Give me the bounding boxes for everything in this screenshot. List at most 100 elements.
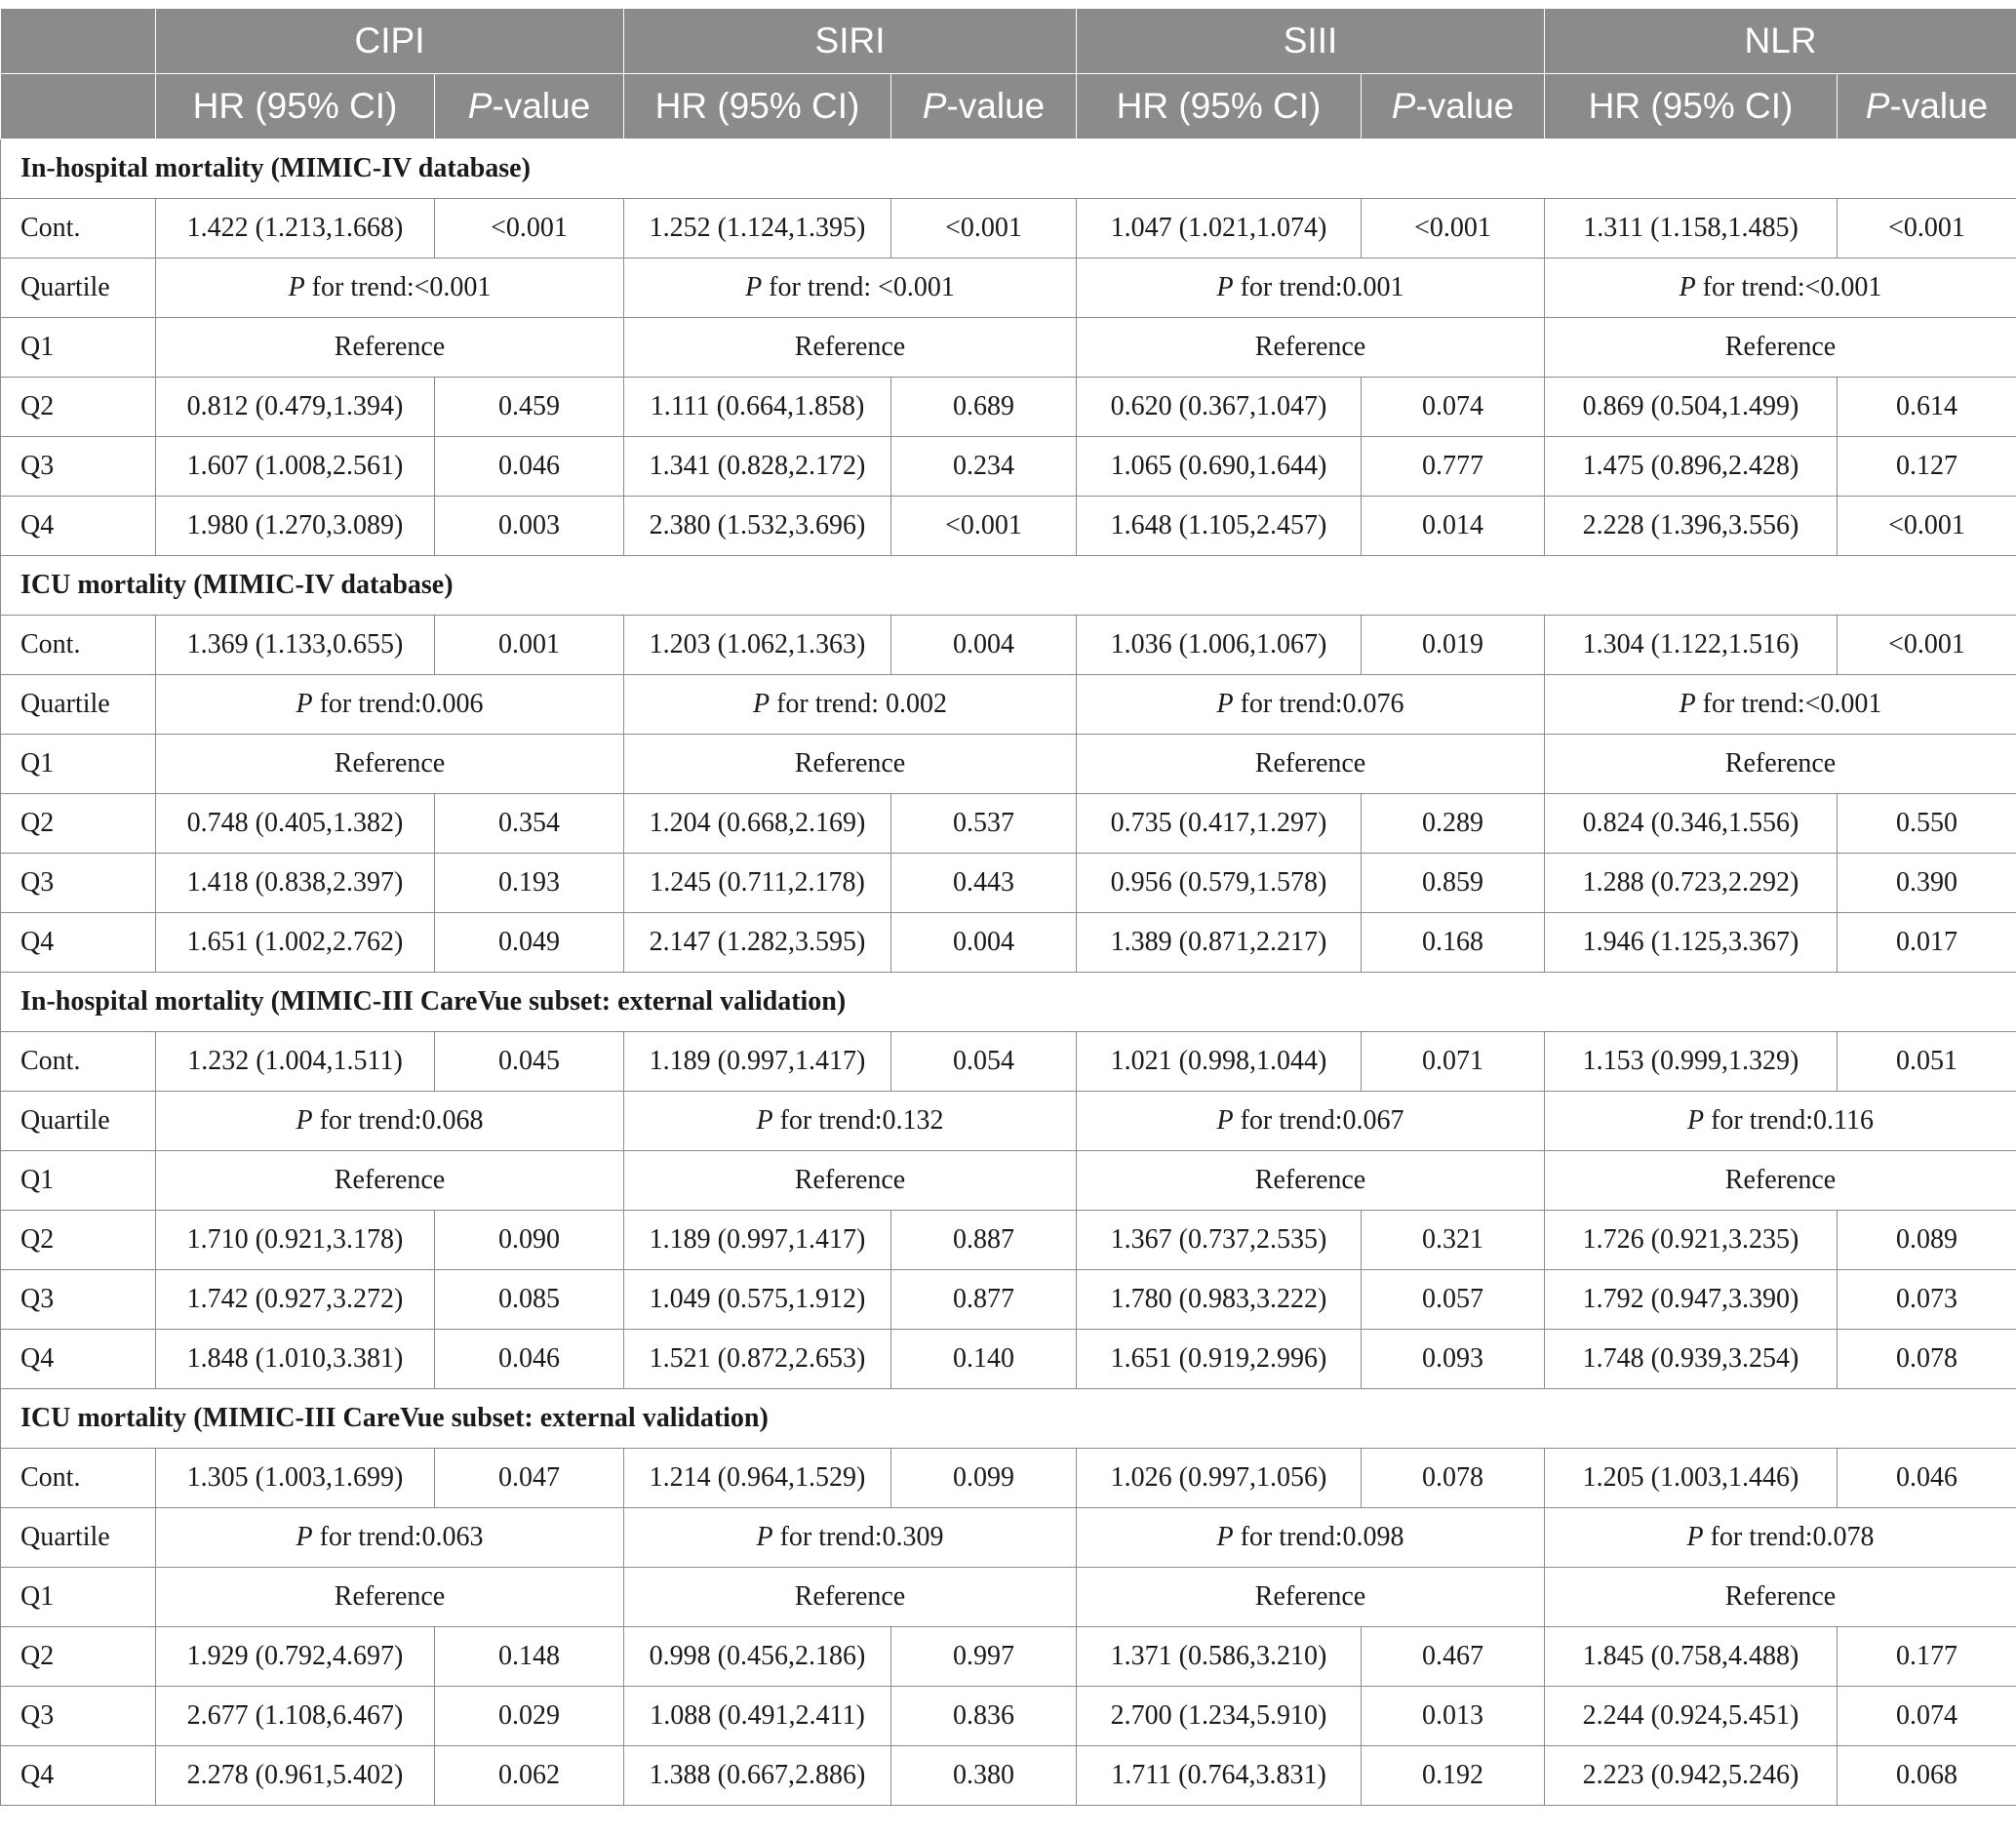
p-trend-value: for trend: 0.002 bbox=[770, 689, 948, 719]
hr-cell: 1.367 (0.737,2.535) bbox=[1076, 1210, 1362, 1270]
table-row: Q2 0.748 (0.405,1.382) 0.354 1.204 (0.668,2… bbox=[0, 793, 2016, 854]
p-trend-cell: P for trend:0.098 bbox=[1076, 1507, 1545, 1568]
header-row-groups: CIPI SIRI SIII NLR bbox=[0, 8, 2016, 74]
hr-cell: 1.710 (0.921,3.178) bbox=[155, 1210, 435, 1270]
hr-cell: 1.304 (1.122,1.516) bbox=[1544, 615, 1838, 675]
hr-cell: 1.153 (0.999,1.329) bbox=[1544, 1031, 1838, 1092]
table-row: Cont. 1.369 (1.133,0.655) 0.001 1.203 (1.06… bbox=[0, 615, 2016, 675]
reference-cell: Reference bbox=[1076, 1567, 1545, 1627]
hr-cell: 1.748 (0.939,3.254) bbox=[1544, 1329, 1838, 1389]
hr-cell: 1.088 (0.491,2.411) bbox=[623, 1686, 891, 1746]
header-group-nlr: NLR bbox=[1544, 8, 2016, 74]
p-cell: 0.074 bbox=[1361, 377, 1545, 437]
hr-cell: 2.700 (1.234,5.910) bbox=[1076, 1686, 1362, 1746]
table-row: Q2 0.812 (0.479,1.394) 0.459 1.111 (0.664,1… bbox=[0, 377, 2016, 437]
hr-cell: 1.780 (0.983,3.222) bbox=[1076, 1269, 1362, 1330]
p-cell: 0.071 bbox=[1361, 1031, 1545, 1092]
reference-cell: Reference bbox=[1076, 1150, 1545, 1211]
p-cell: 0.177 bbox=[1837, 1626, 2016, 1687]
p-cell: 0.047 bbox=[434, 1448, 624, 1508]
reference-cell: Reference bbox=[623, 734, 1077, 794]
p-trend-italic: P bbox=[1216, 689, 1234, 719]
hr-cell: 0.869 (0.504,1.499) bbox=[1544, 377, 1838, 437]
p-cell: 0.054 bbox=[890, 1031, 1077, 1092]
table-header: CIPI SIRI SIII NLR HR (95% CI) P-value HR … bbox=[0, 8, 2016, 140]
p-cell: 0.614 bbox=[1837, 377, 2016, 437]
hr-cell: 1.946 (1.125,3.367) bbox=[1544, 912, 1838, 973]
p-trend-cell: P for trend: 0.002 bbox=[623, 674, 1077, 735]
p-cell: 0.148 bbox=[434, 1626, 624, 1687]
table-row: Q2 1.710 (0.921,3.178) 0.090 1.189 (0.997,1… bbox=[0, 1210, 2016, 1270]
hr-cell: 2.278 (0.961,5.402) bbox=[155, 1745, 435, 1806]
p-cell: <0.001 bbox=[890, 198, 1077, 259]
p-cell: 0.090 bbox=[434, 1210, 624, 1270]
header-p-italic: P bbox=[467, 86, 493, 126]
header-p-rest: -value bbox=[492, 86, 591, 126]
hr-cell: 1.418 (0.838,2.397) bbox=[155, 853, 435, 913]
p-trend-value: for trend:<0.001 bbox=[1695, 689, 1882, 719]
section-title: ICU mortality (MIMIC-IV database) bbox=[0, 555, 2016, 616]
p-cell: 0.289 bbox=[1361, 793, 1545, 854]
p-cell: 0.887 bbox=[890, 1210, 1077, 1270]
p-cell: 0.099 bbox=[890, 1448, 1077, 1508]
hr-cell: 1.648 (1.105,2.457) bbox=[1076, 496, 1362, 556]
hr-cell: 1.388 (0.667,2.886) bbox=[623, 1745, 891, 1806]
hr-cell: 0.824 (0.346,1.556) bbox=[1544, 793, 1838, 854]
hr-cell: 1.848 (1.010,3.381) bbox=[155, 1329, 435, 1389]
p-trend-italic: P bbox=[1216, 272, 1234, 302]
p-cell: 0.004 bbox=[890, 912, 1077, 973]
hr-cell: 1.021 (0.998,1.044) bbox=[1076, 1031, 1362, 1092]
p-cell: 0.140 bbox=[890, 1329, 1077, 1389]
row-label: Q2 bbox=[0, 1210, 156, 1270]
table-row: Q1 Reference Reference Reference Reference bbox=[0, 1567, 2016, 1627]
row-label: Q1 bbox=[0, 317, 156, 378]
p-trend-cell: P for trend:0.006 bbox=[155, 674, 624, 735]
table-row: Q4 1.651 (1.002,2.762) 0.049 2.147 (1.282,3… bbox=[0, 912, 2016, 973]
hr-cell: 1.026 (0.997,1.056) bbox=[1076, 1448, 1362, 1508]
p-trend-value: for trend:0.001 bbox=[1233, 272, 1404, 302]
p-trend-cell: P for trend:0.076 bbox=[1076, 674, 1545, 735]
row-label: Q2 bbox=[0, 377, 156, 437]
p-cell: 0.045 bbox=[434, 1031, 624, 1092]
p-trend-cell: P for trend:0.063 bbox=[155, 1507, 624, 1568]
p-cell: 0.001 bbox=[434, 615, 624, 675]
p-cell: 0.046 bbox=[434, 1329, 624, 1389]
table-row: Q1 Reference Reference Reference Reference bbox=[0, 734, 2016, 794]
p-cell: 0.004 bbox=[890, 615, 1077, 675]
hr-cell: 1.371 (0.586,3.210) bbox=[1076, 1626, 1362, 1687]
p-trend-italic: P bbox=[1686, 1105, 1705, 1136]
p-trend-value: for trend:0.006 bbox=[312, 689, 484, 719]
p-cell: 0.062 bbox=[434, 1745, 624, 1806]
header-group-siri: SIRI bbox=[623, 8, 1077, 74]
p-cell: 0.168 bbox=[1361, 912, 1545, 973]
table-row: Quartile P for trend:<0.001 P for trend: <… bbox=[0, 258, 2016, 318]
table-row: Q3 1.607 (1.008,2.561) 0.046 1.341 (0.828,2… bbox=[0, 436, 2016, 497]
header-p-value: P-value bbox=[1361, 73, 1545, 140]
hr-cell: 1.232 (1.004,1.511) bbox=[155, 1031, 435, 1092]
hr-cell: 0.812 (0.479,1.394) bbox=[155, 377, 435, 437]
header-p-italic: P bbox=[1865, 86, 1890, 126]
p-cell: <0.001 bbox=[890, 496, 1077, 556]
table-row: Quartile P for trend:0.068 P for trend:0.1… bbox=[0, 1091, 2016, 1151]
header-hr-ci: HR (95% CI) bbox=[623, 73, 891, 140]
row-label: Q4 bbox=[0, 496, 156, 556]
row-label: Q3 bbox=[0, 1686, 156, 1746]
p-trend-cell: P for trend:0.067 bbox=[1076, 1091, 1545, 1151]
p-cell: 0.046 bbox=[1837, 1448, 2016, 1508]
row-label: Q4 bbox=[0, 1329, 156, 1389]
row-label: Q3 bbox=[0, 853, 156, 913]
p-cell: 0.467 bbox=[1361, 1626, 1545, 1687]
p-cell: 0.074 bbox=[1837, 1686, 2016, 1746]
hr-cell: 1.214 (0.964,1.529) bbox=[623, 1448, 891, 1508]
p-trend-italic: P bbox=[1679, 272, 1696, 302]
row-label: Q1 bbox=[0, 1150, 156, 1211]
reference-cell: Reference bbox=[623, 317, 1077, 378]
section-title: In-hospital mortality (MIMIC-IV database… bbox=[0, 139, 2016, 199]
p-trend-value: for trend:0.063 bbox=[312, 1522, 484, 1552]
hr-cell: 0.748 (0.405,1.382) bbox=[155, 793, 435, 854]
p-cell: 0.093 bbox=[1361, 1329, 1545, 1389]
p-trend-value: for trend:<0.001 bbox=[1695, 272, 1882, 302]
p-cell: <0.001 bbox=[1837, 198, 2016, 259]
row-label: Quartile bbox=[0, 1507, 156, 1568]
